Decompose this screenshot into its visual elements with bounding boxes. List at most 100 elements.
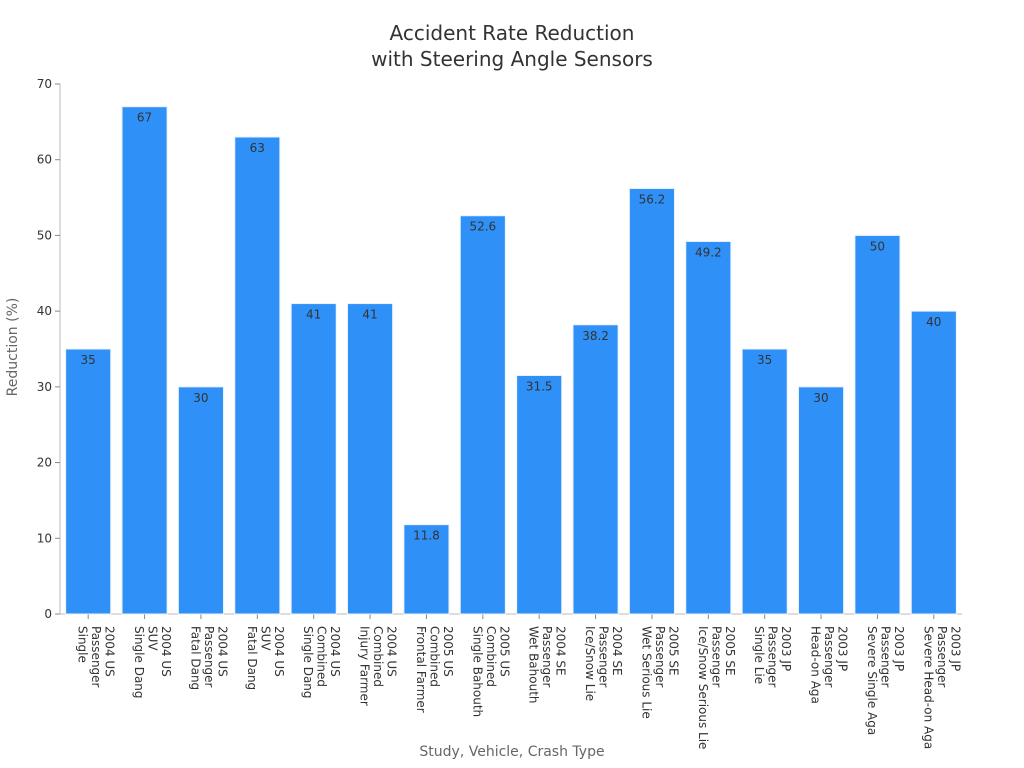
data-label: 49.2 bbox=[695, 245, 722, 259]
x-tick-label: Passenger bbox=[766, 626, 780, 688]
x-tick-label: Injury Farmer bbox=[358, 626, 372, 706]
x-tick-label: Passenger bbox=[597, 626, 611, 688]
x-tick-label: 2004 US bbox=[328, 626, 342, 677]
x-axis-label: Study, Vehicle, Crash Type bbox=[419, 744, 604, 760]
x-tick-label: Combined bbox=[371, 626, 385, 687]
data-label: 30 bbox=[813, 391, 828, 405]
y-tick-label: 10 bbox=[37, 531, 52, 545]
x-tick-label: 2004 US bbox=[272, 626, 286, 677]
data-label: 40 bbox=[926, 315, 941, 329]
data-label: 41 bbox=[306, 308, 321, 322]
y-tick-label: 60 bbox=[37, 153, 52, 167]
bar bbox=[459, 215, 506, 615]
x-tick-label: SUV bbox=[258, 626, 272, 651]
bar bbox=[121, 106, 168, 615]
x-tick-label: Wet Bahouth bbox=[527, 626, 541, 704]
x-tick-label: Combined bbox=[315, 626, 329, 687]
bar bbox=[910, 310, 957, 615]
x-tick-label: Passenger bbox=[822, 626, 836, 688]
data-labels-group: 35 67 30 63 41 41 11.8 52.6 31.5 38.2 56.2 49.2 35 30… bbox=[81, 111, 942, 543]
y-tick-label: 0 bbox=[44, 607, 52, 621]
x-tick-label: Single Bahouth bbox=[470, 626, 484, 717]
data-label: 35 bbox=[81, 353, 96, 367]
x-tick-label: Severe Single Aga bbox=[865, 626, 879, 735]
x-tick-label: Fatal Dang bbox=[245, 626, 259, 690]
data-label: 30 bbox=[193, 391, 208, 405]
x-tick-label: SUV bbox=[146, 626, 160, 651]
x-tick-label: Frontal Farmer bbox=[414, 626, 428, 713]
x-tick-label: Passenger bbox=[935, 626, 949, 688]
x-tick-label: 2004 US bbox=[215, 626, 229, 677]
bar bbox=[798, 386, 845, 615]
chart-title: Accident Rate Reduction with Steering An… bbox=[371, 21, 653, 71]
x-tick-label: Passenger bbox=[540, 626, 554, 688]
bar bbox=[65, 348, 112, 615]
x-tick-label: 2004 US bbox=[385, 626, 399, 677]
x-tick-label: Head-on Aga bbox=[809, 626, 823, 704]
y-tick-label: 70 bbox=[37, 77, 52, 91]
x-tick-label: Passenger bbox=[709, 626, 723, 688]
data-label: 50 bbox=[870, 239, 885, 253]
x-tick-label: Single Dang bbox=[301, 626, 315, 699]
bars-group bbox=[65, 106, 957, 615]
bar bbox=[685, 240, 732, 615]
bar bbox=[403, 524, 450, 615]
x-tick-label: Fatal Dang bbox=[188, 626, 202, 690]
x-tick-label: Severe Head-on Aga bbox=[921, 626, 935, 749]
x-tick-label: 2004 SE bbox=[610, 626, 624, 676]
x-tick-label: 2003 JP bbox=[779, 626, 793, 671]
chart-title-line-2: with Steering Angle Sensors bbox=[371, 47, 653, 71]
y-tick-label: 30 bbox=[37, 380, 52, 394]
x-tick-label: Combined bbox=[484, 626, 498, 687]
x-tick-label: 2005 US bbox=[497, 626, 511, 677]
x-tick-label: 2003 JP bbox=[836, 626, 850, 671]
x-tick-label: Ice/Snow Lie bbox=[583, 626, 597, 701]
x-tick-label: 2004 US bbox=[103, 626, 117, 677]
x-tick-label: 2005 SE bbox=[666, 626, 680, 676]
y-tick-label: 40 bbox=[37, 304, 52, 318]
chart-title-line-1: Accident Rate Reduction bbox=[390, 21, 635, 45]
x-tick-label: Combined bbox=[427, 626, 441, 687]
x-tick-label: 2004 US bbox=[159, 626, 173, 677]
bar bbox=[628, 187, 675, 615]
x-tick-label: 2004 SE bbox=[554, 626, 568, 676]
data-label: 11.8 bbox=[413, 529, 440, 543]
x-tick-label: Single Dang bbox=[132, 626, 146, 699]
bar bbox=[290, 303, 337, 615]
bar bbox=[516, 375, 563, 615]
bar bbox=[854, 234, 901, 615]
data-label: 63 bbox=[250, 141, 265, 155]
bar bbox=[572, 324, 619, 615]
data-label: 56.2 bbox=[639, 192, 666, 206]
x-tick-label: Single bbox=[76, 626, 90, 663]
bar bbox=[234, 136, 281, 615]
x-axis bbox=[60, 613, 962, 619]
data-label: 31.5 bbox=[526, 380, 553, 394]
x-tick-label: Passenger bbox=[878, 626, 892, 688]
y-axis: 0 10 20 30 40 50 60 70 bbox=[37, 77, 61, 621]
bar bbox=[741, 348, 788, 615]
x-tick-label: Ice/Snow Serious Lie bbox=[696, 626, 710, 749]
x-tick-label: Single Lie bbox=[752, 626, 766, 684]
x-tick-label: Passenger bbox=[202, 626, 216, 688]
y-tick-label: 20 bbox=[37, 456, 52, 470]
data-label: 41 bbox=[362, 308, 377, 322]
data-label: 35 bbox=[757, 353, 772, 367]
x-tick-label: Wet Serious Lie bbox=[639, 626, 653, 719]
bar bbox=[177, 386, 224, 615]
data-label: 38.2 bbox=[582, 329, 609, 343]
x-tick-label: 2003 JP bbox=[892, 626, 906, 671]
bar bbox=[347, 303, 394, 615]
x-tick-label: Passenger bbox=[89, 626, 103, 688]
x-tick-label: Passenger bbox=[653, 626, 667, 688]
x-tick-label: 2005 US bbox=[441, 626, 455, 677]
y-axis-label: Reduction (%) bbox=[5, 298, 21, 397]
data-label: 67 bbox=[137, 111, 152, 125]
x-tick-label: 2005 SE bbox=[723, 626, 737, 676]
x-tick-label: 2003 JP bbox=[948, 626, 962, 671]
y-tick-label: 50 bbox=[37, 228, 52, 242]
data-label: 52.6 bbox=[469, 220, 496, 234]
